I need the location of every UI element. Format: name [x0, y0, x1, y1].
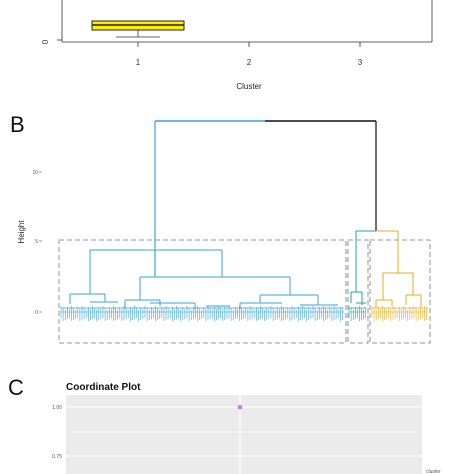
- dendrogram-leaves-cluster-2: [348, 306, 367, 321]
- boxplot-x-tick-2: 2: [247, 58, 252, 67]
- panel-label-b: B: [10, 112, 25, 137]
- panel-label-c: C: [8, 375, 24, 400]
- boxplot-x-axis-title: Cluster: [236, 82, 262, 91]
- cluster-3-box: [369, 239, 431, 344]
- dendrogram-y-tick-10: 10: [32, 170, 38, 176]
- dendrogram-leaves-cluster-3: [371, 306, 428, 321]
- coordinate-plot-y-tick-1: 1.00: [52, 405, 62, 411]
- dendrogram-leaves-cluster-1: [60, 306, 344, 321]
- dendrogram-y-tick-5: 5: [35, 239, 38, 245]
- dendrogram-cluster-2: [350, 291, 366, 305]
- coordinate-plot-y-tick-075: 0.75: [52, 454, 62, 460]
- dendrogram-cluster-3: [375, 272, 422, 308]
- coordinate-plot-legend-title: cluster: [426, 469, 441, 474]
- coordinate-plot-panel: 1.00 0.75 cluster: [52, 395, 441, 474]
- dendrogram-root: [154, 120, 377, 277]
- coordinate-plot-title: Coordinate Plot: [66, 382, 141, 393]
- boxplot-x-tick-3: 3: [358, 58, 363, 67]
- dendrogram-cluster-2-3: [355, 230, 399, 292]
- dendrogram-y-tick-0: 0: [35, 310, 38, 316]
- coordinate-plot-point: [238, 405, 242, 409]
- boxplot-y-tick: 0: [41, 39, 50, 44]
- boxplot-panel: 0 1 2 3 Cluster: [41, 0, 433, 91]
- coordinate-plot-background: [66, 395, 422, 474]
- dendrogram-y-axis-title: Height: [17, 220, 26, 244]
- cluster-1-box: [58, 239, 347, 344]
- boxplot-x-tick-1: 1: [136, 58, 141, 67]
- dendrogram-panel: 10 5 0 Height: [17, 120, 431, 344]
- dendrogram-cluster-1: [69, 249, 338, 309]
- boxplot-boxes: [91, 20, 185, 38]
- cluster-2-box: [347, 239, 369, 344]
- coordinate-plot-points: [238, 405, 242, 409]
